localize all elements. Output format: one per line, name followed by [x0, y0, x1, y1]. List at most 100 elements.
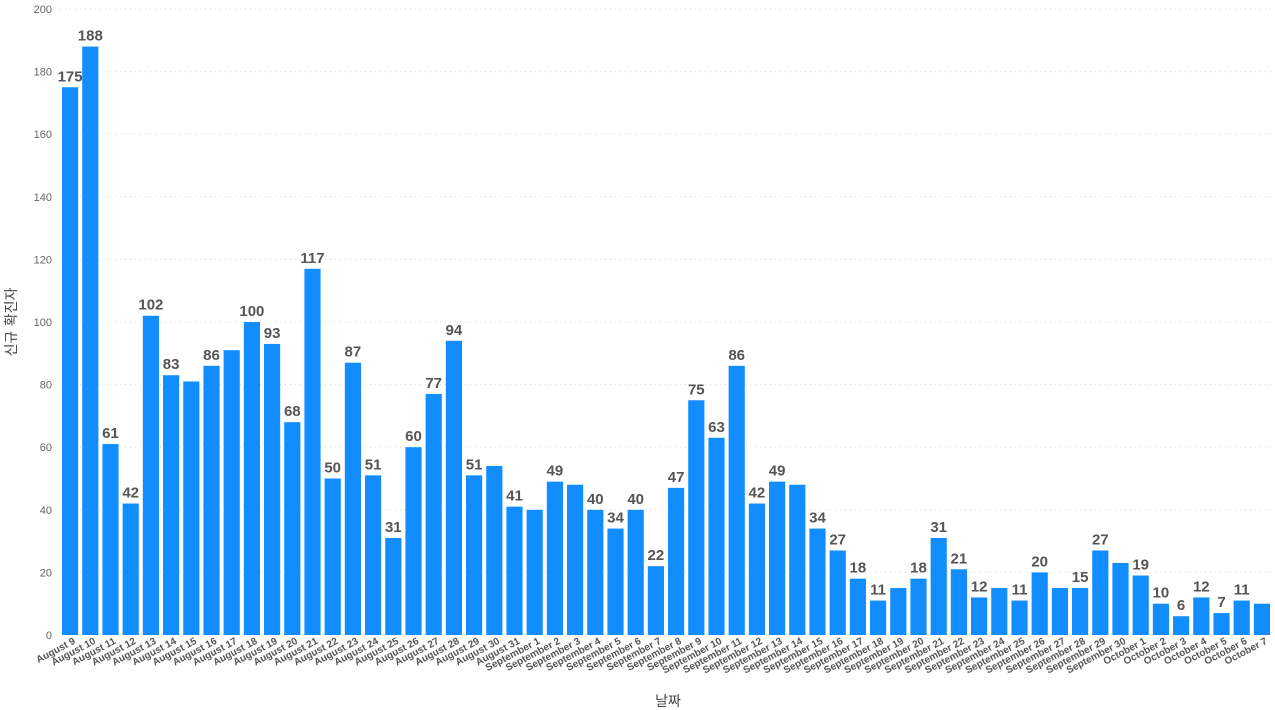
- gridlines: [60, 8, 1272, 573]
- bar: [365, 475, 382, 635]
- data-label: 117: [300, 250, 324, 267]
- data-label: 22: [648, 547, 665, 564]
- bar: [1072, 588, 1089, 635]
- data-label: 6: [1177, 597, 1185, 614]
- bar: [405, 447, 422, 635]
- y-tick-label: 80: [40, 380, 52, 392]
- bar: [425, 393, 442, 635]
- data-label: 40: [627, 491, 644, 508]
- bar: [950, 569, 967, 635]
- data-label: 49: [547, 463, 564, 480]
- data-label: 83: [163, 356, 180, 373]
- bar: [1152, 603, 1169, 635]
- bar: [991, 588, 1008, 635]
- bar: [304, 268, 321, 635]
- bar: [122, 503, 139, 635]
- bar: [243, 322, 260, 635]
- bar: [930, 537, 947, 635]
- data-label: 41: [506, 488, 523, 505]
- bar: [183, 381, 200, 635]
- x-axis-title: 날짜: [655, 694, 681, 710]
- data-label: 20: [1031, 553, 1048, 570]
- data-label: 42: [122, 485, 139, 502]
- y-tick-label: 0: [46, 630, 52, 642]
- bar: [62, 87, 79, 635]
- data-label: 86: [203, 347, 220, 364]
- bar: [1112, 563, 1129, 635]
- y-tick-label: 180: [34, 67, 52, 79]
- bar: [506, 506, 523, 635]
- data-label: 49: [769, 463, 786, 480]
- bar: [526, 509, 543, 635]
- bar: [82, 46, 99, 636]
- y-tick-label: 100: [34, 317, 52, 329]
- y-tick-label: 60: [40, 442, 52, 454]
- bar: [1253, 603, 1270, 635]
- data-label: 50: [324, 460, 341, 477]
- data-label: 100: [239, 303, 264, 320]
- bar: [264, 343, 281, 635]
- data-label: 10: [1153, 585, 1170, 602]
- bar: [809, 528, 826, 635]
- data-label: 11: [1234, 582, 1250, 599]
- data-label: 93: [264, 325, 281, 342]
- data-label: 63: [708, 419, 725, 436]
- y-tick-label: 20: [40, 567, 52, 579]
- bar: [344, 362, 361, 635]
- bar: [385, 537, 402, 635]
- bar: [910, 578, 927, 635]
- y-tick-label: 140: [34, 192, 52, 204]
- data-label: 18: [910, 560, 927, 577]
- data-label: 27: [829, 531, 846, 548]
- bar: [1092, 550, 1109, 635]
- bar: [647, 566, 664, 635]
- bar: [1132, 575, 1149, 635]
- data-label: 34: [607, 510, 624, 527]
- data-label: 12: [971, 578, 988, 595]
- data-label: 15: [1072, 569, 1089, 586]
- bar: [870, 600, 887, 635]
- data-label: 86: [728, 347, 745, 364]
- bar: [567, 484, 584, 635]
- bar: [668, 487, 685, 635]
- data-label: 31: [385, 519, 402, 536]
- y-tick-label: 160: [34, 129, 52, 141]
- data-label: 94: [446, 322, 463, 339]
- bar: [789, 484, 806, 635]
- y-tick-label: 200: [34, 4, 52, 16]
- bar: [1011, 600, 1028, 635]
- bar: [849, 578, 866, 635]
- bar: [1031, 572, 1048, 635]
- data-label: 40: [587, 491, 604, 508]
- data-label: 175: [58, 68, 83, 85]
- y-tick-label: 120: [34, 254, 52, 266]
- bar: [607, 528, 624, 635]
- y-tick-label: 40: [40, 505, 52, 517]
- data-label: 11: [870, 582, 886, 599]
- bar: [466, 475, 483, 635]
- bar: [102, 444, 119, 635]
- bar: [445, 340, 462, 635]
- bar: [971, 597, 988, 635]
- bar: [627, 509, 644, 635]
- bar: [1051, 588, 1068, 635]
- data-label: 19: [1132, 557, 1149, 574]
- bar: [1213, 613, 1230, 635]
- data-label: 12: [1193, 578, 1210, 595]
- bar: [163, 375, 180, 635]
- bar: [708, 437, 725, 635]
- data-label: 18: [850, 560, 867, 577]
- data-label: 42: [749, 485, 766, 502]
- data-label: 61: [102, 425, 119, 442]
- bar: [769, 481, 786, 635]
- data-label: 7: [1217, 594, 1225, 611]
- data-label: 47: [668, 469, 685, 486]
- bar: [284, 422, 301, 635]
- y-axis-ticks: 0 20 40 60 80 100 120 140 160 180 200: [34, 4, 52, 642]
- bar: [1173, 616, 1190, 635]
- data-label: 77: [425, 375, 442, 392]
- bar: [203, 365, 220, 635]
- bar: [546, 481, 563, 635]
